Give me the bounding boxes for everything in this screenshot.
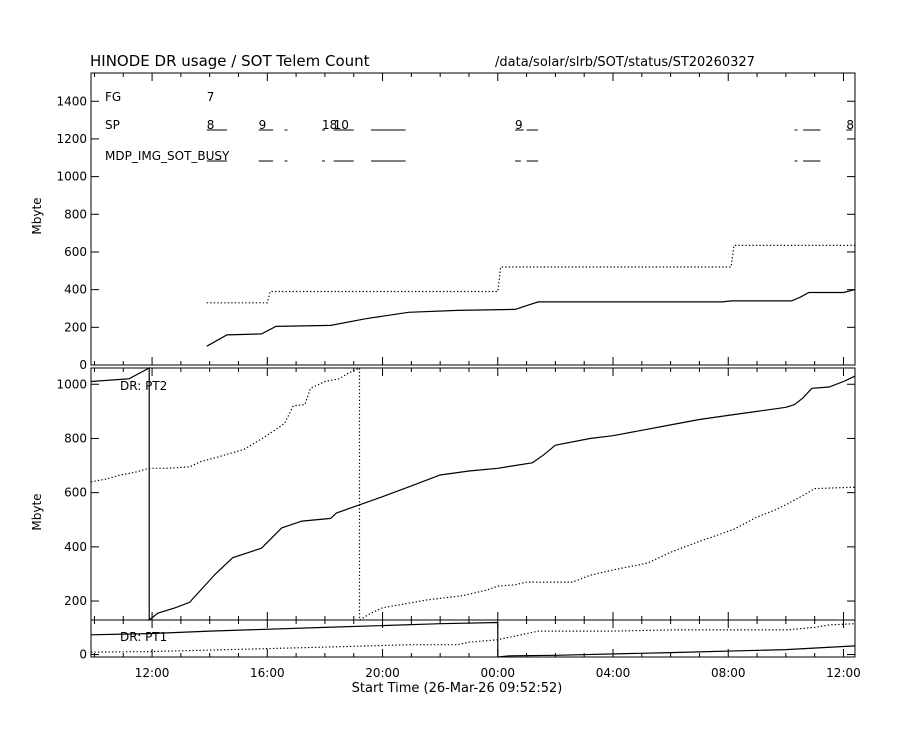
y-tick-label: 800 [64, 207, 87, 221]
panel-middle: 200 400 600 800 1000 Mbyte DR: PT2 [30, 366, 856, 622]
sp-item-label: 9 [515, 118, 523, 132]
x-tick-label: 12:00 [135, 666, 170, 680]
x-axis-label: Start Time (26-Mar-26 09:52:52) [352, 681, 563, 696]
y-tick-label: 400 [64, 540, 87, 554]
x-tick-label: 16:00 [250, 666, 285, 680]
x-tick-labels: 12:00 16:00 20:00 00:00 04:00 08:00 12:00 [135, 666, 861, 680]
panel-frame-bottom [90, 619, 856, 658]
panel-label: DR: PT2 [120, 379, 167, 393]
y-tick-label: 400 [64, 283, 87, 297]
y-tick-label: 200 [64, 320, 87, 334]
y-axis-title: Mbyte [30, 197, 44, 234]
panel-bottom: 0 DR: PT1 [79, 619, 856, 662]
panel-frame-top [90, 72, 856, 366]
plot-title: HINODE DR usage / SOT Telem Count [90, 52, 370, 70]
fg-value: 7 [207, 90, 215, 104]
sp-item-label: 9 [259, 118, 267, 132]
sp-label: SP [105, 118, 120, 132]
series-line-middle-dotted [90, 367, 856, 622]
y-tick-label: 1400 [56, 94, 87, 108]
data-path: /data/solar/slrb/SOT/status/ST20260327 [495, 55, 755, 70]
y-tick-label: 600 [64, 486, 87, 500]
sp-item-label: 10 [334, 118, 349, 132]
sp-item-label: 8 [846, 118, 854, 132]
series-line-bottom-dotted [90, 623, 856, 653]
sp-item-label: 8 [207, 118, 215, 132]
x-tick-label: 12:00 [826, 666, 861, 680]
y-tick-label: 800 [64, 431, 87, 445]
y-tick-label: 0 [79, 648, 87, 662]
series-line-bottom-solid [90, 621, 856, 658]
series-line-middle-solid [90, 366, 856, 622]
fg-label: FG [105, 90, 121, 104]
series-line-top-dotted [206, 244, 855, 304]
x-tick-label: 20:00 [365, 666, 400, 680]
top-panel-annotations: FG SP MDP_IMG_SOT_BUSY [105, 90, 230, 163]
x-tick-label: 00:00 [480, 666, 515, 680]
busy-label: MDP_IMG_SOT_BUSY [105, 149, 230, 163]
y-tick-label: 1000 [56, 377, 87, 391]
x-tick-label: 04:00 [596, 666, 631, 680]
y-tick-label: 0 [79, 358, 87, 372]
panel-frame-middle [90, 367, 856, 621]
panel-label: DR: PT1 [120, 630, 167, 644]
y-tick-label: 1200 [56, 132, 87, 146]
sp-item-label: 18 [322, 118, 337, 132]
y-tick-label: 600 [64, 245, 87, 259]
y-tick-label: 1000 [56, 170, 87, 184]
x-tick-label: 08:00 [711, 666, 746, 680]
series-line-top-solid [206, 289, 856, 347]
y-tick-label: 200 [64, 594, 87, 608]
y-axis-title: Mbyte [30, 493, 44, 530]
